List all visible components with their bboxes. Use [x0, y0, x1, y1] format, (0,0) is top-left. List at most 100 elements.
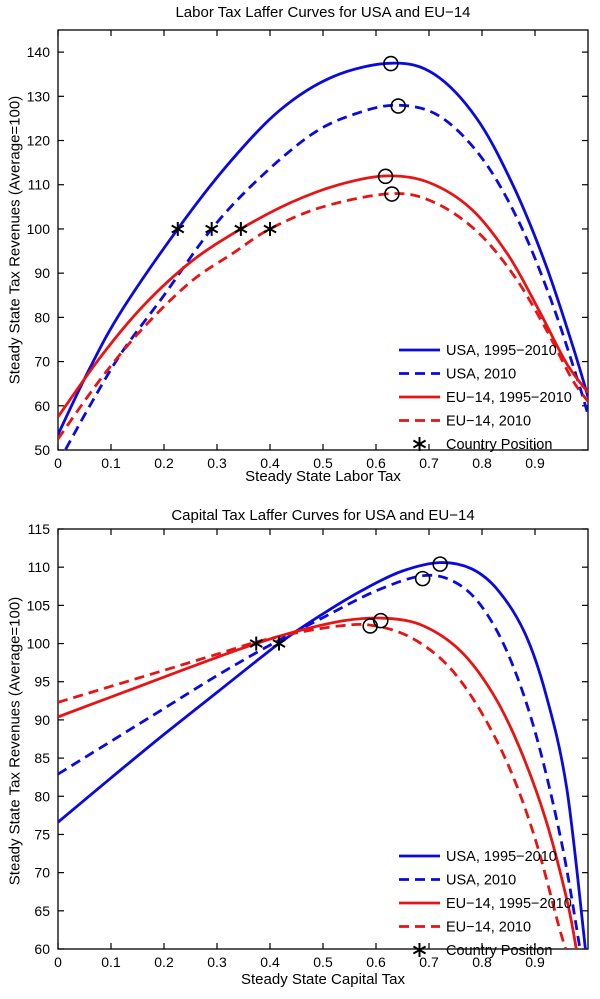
- capital-chart-plot: 0 0.1 0.2 0.3 0.4 0.5 0.6 0.7 0.8 0.9 60 65 70 75 80 85…: [27, 521, 589, 970]
- y-tick-label: 115: [28, 521, 51, 537]
- y-tick-label: 80: [34, 309, 50, 325]
- capital-chart-ylabel: Steady State Tax Revenues (Average=100): [6, 596, 24, 886]
- x-tick-label: 0: [54, 954, 62, 970]
- legend-label: USA, 1995−2010: [446, 343, 557, 359]
- x-tick-label: 0.1: [101, 954, 121, 970]
- x-tick-label: 0.7: [419, 954, 439, 970]
- y-tick-label: 70: [34, 865, 50, 881]
- y-tick-label: 90: [34, 712, 50, 728]
- labor-chart-title: Labor Tax Laffer Curves for USA and EU−1…: [175, 4, 471, 21]
- legend-entry: USA, 1995−2010: [399, 849, 557, 865]
- y-tick-label: 50: [34, 442, 50, 458]
- legend-label: EU−14, 1995−2010: [446, 390, 572, 406]
- y-tick-label: 95: [34, 674, 50, 690]
- y-tick-label: 140: [27, 44, 51, 60]
- legend-entry: USA, 1995−2010: [399, 343, 557, 359]
- labor-chart-plot: 0 0.1 0.2 0.3 0.4 0.5 0.6 0.7 0.8 0.9 50 60 70 80 90 10…: [27, 29, 589, 471]
- asterisk-spoke: [412, 439, 427, 449]
- legend-entry: USA, 2010: [399, 873, 516, 889]
- asterisk-spoke: [234, 224, 248, 234]
- capital-chart-title: Capital Tax Laffer Curves for USA and EU…: [171, 507, 475, 524]
- curve-usa-2010-dashed: [63, 103, 588, 451]
- x-tick-label: 0.8: [472, 954, 492, 970]
- plot-frame: [57, 29, 589, 451]
- y-tick-label: 130: [27, 88, 51, 104]
- y-tick-label: 110: [28, 559, 51, 575]
- legend-entry: EU−14, 1995−2010: [399, 390, 572, 406]
- x-tick-label: 0.4: [260, 455, 280, 471]
- y-tick-label: 105: [27, 597, 51, 613]
- y-tick-label: 100: [27, 636, 51, 652]
- y-tick-label: 100: [27, 221, 51, 237]
- y-tick-label: 75: [34, 826, 50, 842]
- laffer-peak-marker: [390, 98, 407, 114]
- x-tick-label: 0.2: [154, 455, 174, 471]
- laffer-peak-marker: [372, 612, 389, 629]
- x-tick-label: 0.6: [366, 455, 386, 471]
- legend-entry: EU−14, 1995−2010: [399, 896, 572, 912]
- legend-label: Country Position: [446, 943, 552, 959]
- labor-chart-xlabel: Steady State Labor Tax: [245, 468, 401, 485]
- legend-label: Country Position: [446, 437, 552, 453]
- x-tick-label: 0.3: [207, 455, 227, 471]
- legend-entry: EU−14, 2010: [399, 414, 531, 430]
- x-tick-label: 0.8: [472, 455, 492, 471]
- x-tick-label: 0.9: [525, 954, 545, 970]
- laffer-peak-marker: [384, 186, 400, 202]
- country-position-marker: [249, 636, 263, 651]
- legend-entry: Country Position: [412, 943, 552, 959]
- legend-label: USA, 1995−2010: [446, 849, 557, 865]
- x-tick-label: 0.2: [154, 954, 174, 970]
- x-tick-label: 0.5: [313, 954, 333, 970]
- laffer-peak-marker: [377, 168, 394, 185]
- asterisk-spoke: [205, 224, 219, 234]
- x-tick-label: 0.5: [313, 455, 333, 471]
- y-tick-label: 80: [34, 788, 50, 804]
- x-tick-label: 0: [54, 455, 62, 471]
- legend-label: EU−14, 2010: [446, 414, 531, 430]
- y-tick-label: 110: [28, 177, 51, 193]
- x-tick-label: 0.7: [419, 455, 439, 471]
- country-position-marker: [234, 221, 248, 236]
- capital-tax-laffer-chart: 0 0.1 0.2 0.3 0.4 0.5 0.6 0.7 0.8 0.9 60 65 70 75 80 85…: [0, 499, 600, 999]
- country-position-marker: [205, 221, 219, 236]
- country-position-marker: [272, 636, 286, 651]
- y-tick-label: 90: [34, 265, 50, 281]
- curve-usa-1995-2010: [58, 61, 588, 436]
- laffer-peak-marker: [362, 618, 378, 634]
- curve-eu-14-1995-2010: [58, 174, 588, 418]
- capital-chart-xlabel: Steady State Capital Tax: [241, 971, 405, 988]
- x-tick-label: 0.4: [260, 954, 280, 970]
- legend-asterisk-sample: [412, 437, 427, 451]
- x-tick-label: 0.3: [207, 954, 227, 970]
- x-tick-label: 0.1: [101, 455, 121, 471]
- laffer-peak-marker: [414, 570, 431, 587]
- laffer-peak-marker: [383, 55, 399, 72]
- x-tick-label: 0.6: [366, 954, 386, 970]
- legend-label: USA, 2010: [446, 873, 516, 889]
- laffer-peak-marker: [432, 556, 448, 572]
- y-tick-label: 60: [34, 941, 50, 957]
- asterisk-spoke: [263, 224, 277, 234]
- y-tick-label: 60: [34, 398, 50, 414]
- curve-usa-1995-2010: [58, 561, 587, 950]
- y-tick-label: 85: [34, 750, 50, 766]
- labor-chart-ylabel: Steady State Tax Revenues (Average=100): [6, 95, 24, 385]
- curve-eu-14-1995-2010: [58, 616, 578, 950]
- labor-tax-laffer-chart: 0 0.1 0.2 0.3 0.4 0.5 0.6 0.7 0.8 0.9 50 60 70 80 90 10…: [6, 4, 589, 485]
- legend-label: EU−14, 2010: [446, 920, 531, 936]
- legend-label: EU−14, 1995−2010: [446, 896, 572, 912]
- legend-entry: USA, 2010: [399, 367, 516, 383]
- asterisk-spoke: [412, 945, 427, 955]
- asterisk-spoke: [171, 224, 185, 234]
- asterisk-spoke: [249, 639, 263, 648]
- y-tick-label: 70: [34, 354, 50, 370]
- legend-entry: EU−14, 2010: [399, 920, 531, 936]
- country-position-marker: [171, 221, 185, 236]
- legend-entry: Country Position: [412, 437, 552, 453]
- asterisk-spoke: [272, 639, 286, 648]
- y-tick-label: 120: [27, 133, 51, 149]
- curve-usa-2010-dashed: [58, 573, 582, 950]
- y-tick-label: 65: [34, 903, 50, 919]
